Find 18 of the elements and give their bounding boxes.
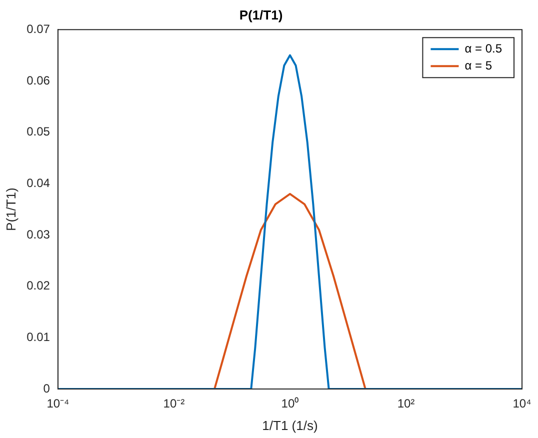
x-tick-label: 10⁻⁴ xyxy=(46,396,70,411)
x-tick-label: 10⁰ xyxy=(281,396,299,411)
y-tick-label: 0.06 xyxy=(26,73,50,88)
y-tick-label: 0.04 xyxy=(26,176,50,190)
x-tick-label: 10⁻² xyxy=(163,396,185,411)
y-tick-label: 0.07 xyxy=(26,22,50,36)
legend-label: α = 5 xyxy=(464,58,492,72)
y-tick-label: 0 xyxy=(43,381,50,396)
y-tick-label: 0.02 xyxy=(26,278,50,293)
y-tick-label: 0.03 xyxy=(26,227,50,242)
y-tick-label: 0.01 xyxy=(26,330,50,344)
legend-label: α = 0.5 xyxy=(464,41,502,56)
y-axis-title: P(1/T1) xyxy=(3,188,18,231)
x-tick-label: 10⁴ xyxy=(512,396,532,411)
x-tick-label: 10² xyxy=(397,396,415,411)
y-tick-label: 0.05 xyxy=(26,124,50,139)
chart-title: P(1/T1) xyxy=(239,7,283,22)
x-axis-title: 1/T1 (1/s) xyxy=(262,418,318,433)
